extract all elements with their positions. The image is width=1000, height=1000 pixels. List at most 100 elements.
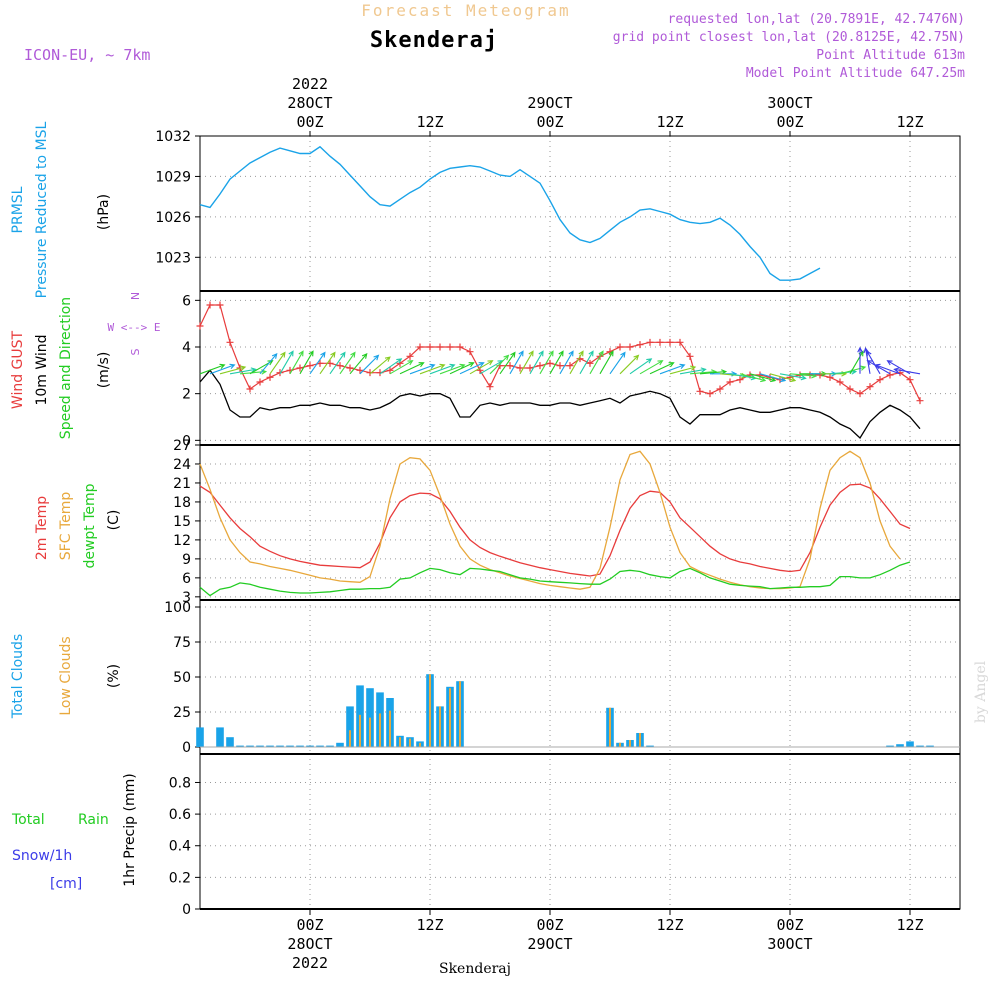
wind-direction-arrow — [649, 362, 675, 375]
temp-label-dewpt: dewpt Temp — [82, 483, 98, 568]
time-label: 29OCT — [527, 94, 572, 112]
wind-direction-arrow — [359, 354, 380, 375]
gust-marker — [586, 359, 594, 367]
pressure-ytick-label: 1023 — [155, 250, 191, 266]
temperature-ytick-label: 9 — [182, 552, 191, 568]
wind-direction-arrow — [289, 350, 304, 375]
gust-marker — [306, 362, 314, 370]
pressure-ytick-label: 1026 — [155, 210, 191, 226]
gust-marker — [636, 341, 644, 349]
gust-marker — [226, 338, 234, 346]
gust-marker — [906, 376, 914, 384]
clouds-ytick-label: 100 — [164, 600, 191, 616]
time-label: 29OCT — [527, 935, 572, 953]
wind-direction-arrow — [659, 363, 686, 375]
gust-marker — [516, 364, 524, 372]
clouds-label-unit: (%) — [106, 664, 122, 688]
clouds-ytick-label: 25 — [173, 705, 191, 721]
wind-direction-arrow — [874, 363, 901, 375]
wind-direction-arrow — [669, 365, 697, 375]
gust-marker — [866, 383, 874, 391]
low-cloud-bar — [419, 742, 421, 747]
point-altitude: Point Altitude 613m — [816, 48, 965, 63]
model-label: ICON-EU, ~ 7km — [24, 46, 150, 64]
wind-direction-arrow — [769, 373, 797, 383]
precip-label-rain: Rain — [78, 812, 109, 828]
temperature-ytick-label: 6 — [182, 571, 191, 587]
time-label: 28OCT — [287, 935, 332, 953]
wind-direction-arrow — [299, 350, 314, 375]
gust-marker — [916, 397, 924, 405]
temperature-ytick-label: 12 — [173, 533, 191, 549]
watermark: by Angel — [973, 660, 989, 723]
gust-marker — [696, 387, 704, 395]
pressure-ytick-label: 1029 — [155, 169, 191, 185]
gust-marker — [676, 338, 684, 346]
gust-marker — [886, 371, 894, 379]
low-cloud-bar — [359, 714, 361, 747]
wind-direction-arrow — [429, 363, 456, 375]
gust-marker — [526, 364, 534, 372]
gust-marker — [246, 385, 254, 393]
time-label: 12Z — [416, 113, 443, 131]
wind-direction-arrow — [609, 351, 626, 375]
wind-direction-arrow — [419, 363, 446, 375]
gust-marker — [626, 343, 634, 351]
total-cloud-bar — [216, 727, 224, 747]
low-cloud-bar — [399, 737, 401, 747]
total-cloud-bar — [296, 745, 304, 747]
gust-marker — [686, 352, 694, 360]
footer-location: Skenderaj — [439, 961, 511, 977]
wind-direction-arrow — [489, 354, 510, 375]
gust-marker — [466, 348, 474, 356]
total-cloud-bar — [326, 745, 334, 747]
wind-direction-arrow — [893, 367, 921, 375]
wind-direction-arrow — [749, 373, 777, 383]
time-label: 28OCT — [287, 94, 332, 112]
total-cloud-bar — [266, 745, 274, 747]
wind-direction-arrow — [439, 363, 466, 375]
time-label: 00Z — [776, 113, 803, 131]
pressure-line — [199, 145, 821, 281]
wind-direction-arrow — [857, 346, 863, 374]
low-cloud-bar — [639, 733, 641, 747]
wind-direction-arrow — [639, 360, 664, 375]
wind-direction-arrow — [309, 351, 326, 375]
temp-label-sfc: SFC Temp — [58, 492, 74, 561]
wind-direction-arrow — [539, 350, 554, 375]
model-point-altitude: Model Point Altitude 647.25m — [746, 66, 965, 81]
clouds-label-total: Total Clouds — [10, 634, 26, 719]
total-cloud-bar — [886, 745, 894, 747]
low-cloud-bar — [409, 738, 411, 747]
pressure-ytick-label: 1032 — [155, 129, 191, 145]
pressure-label-unit: (hPa) — [96, 194, 112, 230]
gust-marker — [436, 343, 444, 351]
total-cloud-bar — [246, 745, 254, 747]
wind-direction-arrow — [379, 358, 403, 375]
compass-north: N — [129, 292, 142, 300]
precip-ytick-label: 0 — [182, 902, 191, 918]
gust-marker — [726, 378, 734, 386]
total-cloud-bar — [236, 745, 244, 747]
temp-label-2m: 2m Temp — [34, 496, 50, 560]
wind-direction-arrow — [549, 350, 564, 375]
wind-label-10m: 10m Wind — [34, 334, 50, 405]
wind-direction-arrow — [509, 350, 524, 375]
gust-marker — [566, 362, 574, 370]
gust-marker — [486, 383, 494, 391]
wind-label-unit: (m/s) — [96, 352, 112, 389]
wind-direction-arrow — [679, 367, 707, 375]
precip-ytick-label: 0.6 — [169, 807, 191, 823]
total-cloud-bar — [906, 741, 914, 747]
wind-direction-arrow — [389, 360, 414, 375]
time-label: 30OCT — [767, 935, 812, 953]
gust-marker — [406, 352, 414, 360]
total-cloud-bar — [336, 742, 344, 747]
precip-label-total: Total — [11, 812, 45, 828]
wind-direction-arrow — [349, 352, 368, 375]
gust-marker — [506, 362, 514, 370]
time-label: 12Z — [896, 113, 923, 131]
